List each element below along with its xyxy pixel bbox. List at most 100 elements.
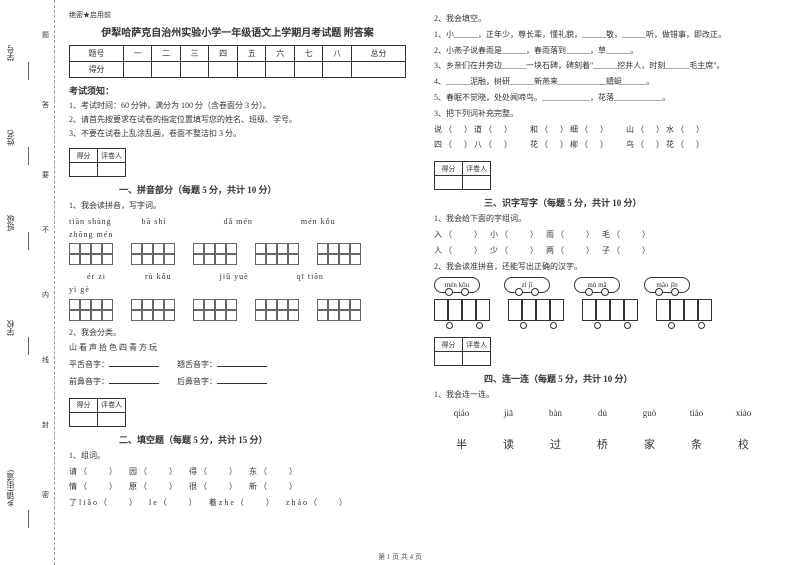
section-2-title: 二、填空题（每题 5 分，共计 15 分）: [119, 433, 406, 446]
cloud-label: zì jǐ: [504, 277, 550, 293]
label: 得分: [435, 162, 463, 176]
score-cell[interactable]: [435, 352, 463, 366]
car-grid[interactable]: [656, 299, 716, 329]
q2-2: 2、我会填空。: [434, 13, 771, 26]
tian-grid[interactable]: [153, 299, 175, 321]
notice-item: 3、不要在试卷上乱涂乱画，卷面不整洁扣 3 分。: [69, 128, 406, 140]
score-cell[interactable]: [266, 62, 295, 78]
exam-title: 伊犁哈萨克自治州实验小学一年级语文上学期月考试题 附答案: [69, 24, 406, 39]
marker-box: 得分 评卷人: [69, 398, 126, 427]
pair-row: 说（ ）道（ ） 和（ ）细（ ） 山（ ）水（ ）: [434, 124, 771, 137]
line: [28, 232, 29, 250]
tian-grid[interactable]: [91, 243, 113, 265]
tian-grid[interactable]: [339, 243, 361, 265]
car-grid[interactable]: [434, 299, 494, 329]
cloud-label: mù mǎ: [574, 277, 620, 293]
car-grid[interactable]: [508, 299, 568, 329]
secret-mark: 绝密★启用前: [69, 10, 406, 20]
fill-line: 2、小燕子说春雨是______，春雨落到______，草______。: [434, 45, 771, 58]
char-list: 山 看 声 拾 色 四 青 方 玩: [69, 342, 406, 355]
tian-grid[interactable]: [215, 243, 237, 265]
header-cell: 一: [123, 46, 152, 62]
tian-grid[interactable]: [277, 243, 299, 265]
tian-grid[interactable]: [131, 299, 153, 321]
pinyin: rù kǒu: [145, 272, 172, 281]
score-cell[interactable]: [123, 62, 152, 78]
cloud-label: mǎo jīn: [644, 277, 690, 293]
section-1-title: 一、拼音部分（每题 5 分，共计 10 分）: [119, 183, 406, 196]
tian-grid[interactable]: [317, 299, 339, 321]
seal-char: 答: [42, 100, 49, 110]
tian-grid[interactable]: [131, 243, 153, 265]
seal-char: 内: [42, 290, 49, 300]
left-column: 绝密★启用前 伊犁哈萨克自治州实验小学一年级语文上学期月考试题 附答案 题号 一…: [55, 0, 420, 565]
tian-grid[interactable]: [193, 243, 215, 265]
pinyin: bàn: [532, 408, 579, 418]
tian-grid[interactable]: [153, 243, 175, 265]
char: 家: [626, 436, 673, 452]
char: 条: [673, 436, 720, 452]
score-cell[interactable]: [352, 62, 406, 78]
tian-grid[interactable]: [339, 299, 361, 321]
label: 翘舌音字：: [177, 360, 217, 369]
tian-grid[interactable]: [255, 299, 277, 321]
header-cell: 总分: [352, 46, 406, 62]
item: 园（ ）: [129, 467, 175, 476]
tian-grid[interactable]: [317, 243, 339, 265]
tian-grid[interactable]: [215, 299, 237, 321]
score-cell[interactable]: [463, 176, 491, 190]
header-cell: 五: [237, 46, 266, 62]
score-cell[interactable]: [70, 412, 98, 426]
blank[interactable]: [109, 358, 159, 367]
car-grid[interactable]: [582, 299, 642, 329]
tian-grid[interactable]: [193, 299, 215, 321]
q3-2: 2、我会读准拼音，还能写出正确的汉字。: [434, 261, 771, 274]
tian-grid[interactable]: [277, 299, 299, 321]
item: 了liǎo（ ）: [69, 498, 135, 507]
label: 评卷人: [98, 398, 126, 412]
score-cell[interactable]: [435, 176, 463, 190]
label: 得分: [70, 149, 98, 163]
score-cell[interactable]: [180, 62, 209, 78]
item: le（ ）: [149, 498, 195, 507]
score-cell[interactable]: [237, 62, 266, 78]
score-cell[interactable]: [463, 352, 491, 366]
line: [28, 62, 29, 80]
tian-grid[interactable]: [69, 299, 91, 321]
item: 得（ ）: [189, 467, 235, 476]
score-cell[interactable]: [209, 62, 238, 78]
pinyin: guò: [626, 408, 673, 418]
pinyin: qiáo: [438, 408, 485, 418]
field-xuexiao: 学校: [5, 320, 16, 336]
fill-line: 3、乡亲们在井旁边______一块石碑，碑刻着"______挖井人，时刻____…: [434, 60, 771, 73]
char: 半: [438, 436, 485, 452]
pinyin-spread: qiáo jiā bàn dú guò tiáo xiào: [438, 408, 767, 418]
label: 得分: [70, 398, 98, 412]
pinyin: mén kǒu: [301, 217, 336, 226]
header-cell: 六: [266, 46, 295, 62]
line: [28, 337, 29, 355]
score-cell[interactable]: [98, 163, 126, 177]
score-cell[interactable]: [323, 62, 352, 78]
word-row: 人（ ） 少（ ） 两（ ） 子（ ）: [434, 245, 771, 258]
score-cell[interactable]: [98, 412, 126, 426]
notice-item: 1、考试时间：60 分钟，满分为 100 分（含卷面分 3 分）。: [69, 100, 406, 112]
score-cell[interactable]: [294, 62, 323, 78]
blank[interactable]: [217, 375, 267, 384]
item: 着zhe（ ）: [209, 498, 272, 507]
tian-grid[interactable]: [255, 243, 277, 265]
pinyin: dǎ mén: [224, 217, 253, 226]
blank[interactable]: [217, 358, 267, 367]
label: 评卷人: [463, 162, 491, 176]
blank[interactable]: [109, 375, 159, 384]
tian-grid[interactable]: [69, 243, 91, 265]
score-cell[interactable]: [152, 62, 181, 78]
seal-char: 封: [42, 420, 49, 430]
label: 评卷人: [463, 338, 491, 352]
item: 情（ ）: [69, 482, 115, 491]
pinyin: jiǔ yuè: [220, 272, 249, 281]
score-cell[interactable]: [70, 163, 98, 177]
pinyin: ér zi: [87, 272, 106, 281]
pinyin: jiā: [485, 408, 532, 418]
tian-grid[interactable]: [91, 299, 113, 321]
